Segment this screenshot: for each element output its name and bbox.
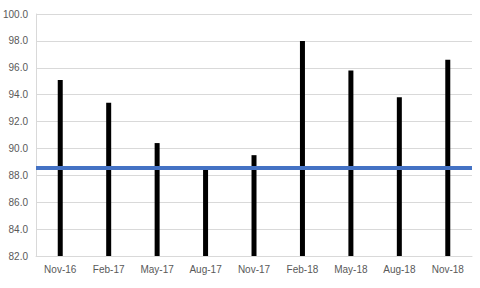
svg-text:Nov-17: Nov-17 <box>238 264 271 275</box>
svg-text:May-18: May-18 <box>334 264 368 275</box>
svg-text:Nov-16: Nov-16 <box>44 264 77 275</box>
svg-text:82.0: 82.0 <box>9 251 29 262</box>
svg-text:100.0: 100.0 <box>3 9 28 20</box>
svg-text:96.0: 96.0 <box>9 62 29 73</box>
svg-text:Feb-18: Feb-18 <box>287 264 319 275</box>
svg-text:88.0: 88.0 <box>9 170 29 181</box>
svg-text:Nov-18: Nov-18 <box>432 264 465 275</box>
svg-text:92.0: 92.0 <box>9 116 29 127</box>
svg-text:Aug-18: Aug-18 <box>383 264 416 275</box>
svg-text:Feb-17: Feb-17 <box>93 264 125 275</box>
svg-text:84.0: 84.0 <box>9 224 29 235</box>
svg-text:98.0: 98.0 <box>9 35 29 46</box>
svg-text:May-17: May-17 <box>140 264 174 275</box>
svg-text:86.0: 86.0 <box>9 197 29 208</box>
svg-text:Aug-17: Aug-17 <box>189 264 222 275</box>
svg-text:90.0: 90.0 <box>9 143 29 154</box>
svg-text:94.0: 94.0 <box>9 89 29 100</box>
